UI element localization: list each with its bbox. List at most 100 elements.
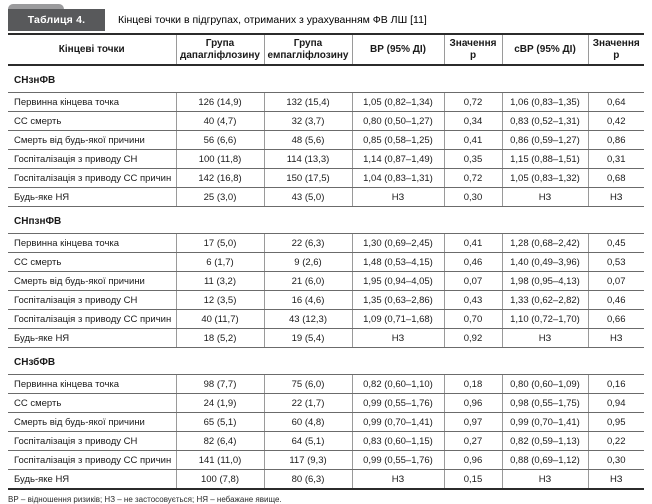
value-cell: 142 (16,8)	[175, 168, 265, 188]
footnote: ВР – відношення ризиків; НЗ – не застосо…	[8, 495, 282, 504]
endpoint-name-cell: Первинна кінцева точка	[8, 233, 177, 253]
table-row: Госпіталізація з приводу СС причин 40 (11…	[8, 309, 644, 329]
value-cell: 0,64	[587, 92, 644, 112]
table-row: СС смерть 40 (4,7) 32 (3,7) 0,80 (0,50–1,27…	[8, 111, 644, 131]
value-cell: 1,33 (0,62–2,82)	[501, 290, 589, 310]
value-cell: 48 (5,6)	[263, 130, 353, 150]
value-cell: 16 (4,6)	[263, 290, 353, 310]
value-cell: НЗ	[587, 469, 644, 490]
value-cell: НЗ	[351, 469, 445, 490]
value-cell: 64 (5,1)	[263, 431, 353, 451]
value-cell: 0,27	[443, 431, 503, 451]
endpoint-name-cell: Госпіталізація з приводу СС причин	[8, 168, 177, 188]
value-cell: 0,53	[587, 252, 644, 272]
value-cell: 1,35 (0,63–2,86)	[351, 290, 445, 310]
endpoint-name-cell: Первинна кінцева точка	[8, 374, 177, 394]
value-cell: 0,41	[443, 130, 503, 150]
table-row: СС смерть 24 (1,9) 22 (1,7) 0,99 (0,55–1,76…	[8, 393, 644, 413]
value-cell: НЗ	[587, 328, 644, 348]
value-cell: 0,22	[587, 431, 644, 451]
value-cell: 43 (12,3)	[263, 309, 353, 329]
table-title-block: Таблиця 4. Кінцеві точки в підгрупах, от…	[8, 4, 644, 31]
column-header-row: Кінцеві точки Група дапагліфлозину Група е…	[8, 33, 644, 66]
value-cell: 0,35	[443, 149, 503, 169]
value-cell: 1,98 (0,95–4,13)	[501, 271, 589, 291]
table-row: Будь-яке НЯ 18 (5,2) 19 (5,4) НЗ 0,92 НЗ НЗ	[8, 328, 644, 348]
value-cell: 0,42	[587, 111, 644, 131]
table-number-label: Таблиця 4.	[8, 9, 105, 31]
endpoint-name-cell: Госпіталізація з приводу СН	[8, 149, 177, 169]
value-cell: 141 (11,0)	[175, 450, 265, 470]
table-row: Госпіталізація з приводу СН 12 (3,5) 16 (4…	[8, 290, 644, 310]
value-cell: 0,72	[443, 168, 503, 188]
value-cell: 0,85 (0,58–1,25)	[351, 130, 445, 150]
value-cell: 0,95	[587, 412, 644, 432]
endpoint-name-cell: СС смерть	[8, 252, 177, 272]
value-cell: 0,46	[443, 252, 503, 272]
endpoint-name-cell: Госпіталізація з приводу СС причин	[8, 309, 177, 329]
table-row: Смерть від будь-якої причини 11 (3,2) 21 (…	[8, 271, 644, 291]
value-cell: 1,10 (0,72–1,70)	[501, 309, 589, 329]
value-cell: 1,14 (0,87–1,49)	[351, 149, 445, 169]
value-cell: 0,07	[587, 271, 644, 291]
value-cell: 0,86	[587, 130, 644, 150]
section-header-label: СНзнФВ	[8, 65, 644, 93]
endpoint-name-cell: Смерть від будь-якої причини	[8, 412, 177, 432]
value-cell: 1,40 (0,49–3,96)	[501, 252, 589, 272]
value-cell: НЗ	[501, 328, 589, 348]
value-cell: 0,99 (0,70–1,41)	[351, 412, 445, 432]
table-row: Госпіталізація з приводу СС причин 141 (1…	[8, 450, 644, 470]
table-row: Смерть від будь-якої причини 56 (6,6) 48 (…	[8, 130, 644, 150]
value-cell: 0,83 (0,52–1,31)	[501, 111, 589, 131]
value-cell: 0,97	[443, 412, 503, 432]
endpoint-name-cell: Будь-яке НЯ	[8, 469, 177, 490]
value-cell: 0,31	[587, 149, 644, 169]
value-cell: НЗ	[501, 187, 589, 207]
value-cell: 0,15	[443, 469, 503, 490]
endpoint-name-cell: Госпіталізація з приводу СН	[8, 290, 177, 310]
value-cell: 1,48 (0,53–4,15)	[351, 252, 445, 272]
value-cell: 1,05 (0,82–1,34)	[351, 92, 445, 112]
value-cell: НЗ	[587, 187, 644, 207]
value-cell: 0,46	[587, 290, 644, 310]
value-cell: 100 (7,8)	[175, 469, 265, 490]
value-cell: 1,30 (0,69–2,45)	[351, 233, 445, 253]
value-cell: 11 (3,2)	[175, 271, 265, 291]
value-cell: 0,98 (0,55–1,75)	[501, 393, 589, 413]
section-header-label: СНпзнФВ	[8, 206, 644, 234]
table-row: Первинна кінцева точка 98 (7,7) 75 (6,0) 0,…	[8, 374, 644, 394]
value-cell: 0,16	[587, 374, 644, 394]
value-cell: 1,15 (0,88–1,51)	[501, 149, 589, 169]
value-cell: 65 (5,1)	[175, 412, 265, 432]
column-header-6: Значення р	[587, 33, 644, 66]
value-cell: 0,94	[587, 393, 644, 413]
value-cell: 0,88 (0,69–1,12)	[501, 450, 589, 470]
endpoint-name-cell: Госпіталізація з приводу СН	[8, 431, 177, 451]
value-cell: 100 (11,8)	[175, 149, 265, 169]
table-row: Смерть від будь-якої причини 65 (5,1) 60 (…	[8, 412, 644, 432]
value-cell: 0,34	[443, 111, 503, 131]
endpoint-name-cell: Первинна кінцева точка	[8, 92, 177, 112]
table-row: Будь-яке НЯ 25 (3,0) 43 (5,0) НЗ 0,30 НЗ НЗ	[8, 187, 644, 207]
table-row: Первинна кінцева точка 17 (5,0) 22 (6,3) 1,…	[8, 233, 644, 253]
column-header-2: Група емпагліфлозину	[263, 33, 353, 66]
value-cell: 0,41	[443, 233, 503, 253]
value-cell: 0,82 (0,60–1,10)	[351, 374, 445, 394]
table-page: Таблиця 4. Кінцеві точки в підгрупах, от…	[0, 4, 652, 504]
table-row: Госпіталізація з приводу СН 82 (6,4) 64 (5…	[8, 431, 644, 451]
endpoint-name-cell: Будь-яке НЯ	[8, 187, 177, 207]
value-cell: 25 (3,0)	[175, 187, 265, 207]
value-cell: 0,82 (0,59–1,13)	[501, 431, 589, 451]
section-row: СНзбФВ	[8, 347, 644, 375]
value-cell: НЗ	[351, 187, 445, 207]
value-cell: 98 (7,7)	[175, 374, 265, 394]
value-cell: 60 (4,8)	[263, 412, 353, 432]
value-cell: 0,68	[587, 168, 644, 188]
value-cell: 6 (1,7)	[175, 252, 265, 272]
value-cell: 17 (5,0)	[175, 233, 265, 253]
value-cell: 0,18	[443, 374, 503, 394]
endpoint-name-cell: СС смерть	[8, 111, 177, 131]
value-cell: 32 (3,7)	[263, 111, 353, 131]
value-cell: 0,43	[443, 290, 503, 310]
value-cell: 0,80 (0,50–1,27)	[351, 111, 445, 131]
